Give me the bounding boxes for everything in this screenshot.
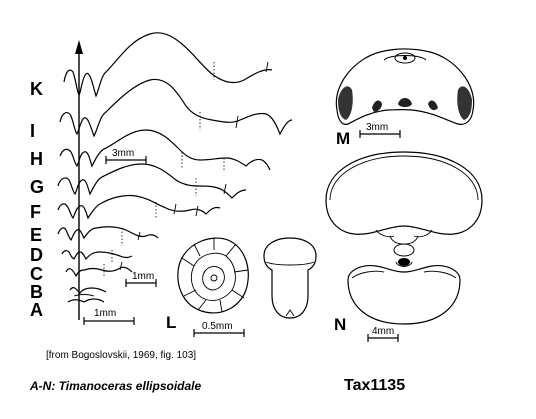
taxon-id: Tax1135 <box>344 377 405 394</box>
row-label-h: H <box>30 149 43 169</box>
row-label-k: K <box>30 79 43 99</box>
suture-line-b <box>69 287 107 294</box>
row-label-b: B <box>30 282 43 302</box>
panel-l-coiled-shell <box>177 237 249 314</box>
scale-bar-n: 4mm <box>367 326 399 342</box>
panel-label-n: N <box>334 315 346 334</box>
row-label-i: I <box>30 121 35 141</box>
panel-n-lower-whorl <box>347 258 461 325</box>
source-citation: [from Bogoslovskii, 1969, fig. 103] <box>46 350 196 361</box>
scale-label-a: 1mm <box>94 308 116 319</box>
scale-bar-h: 3mm <box>105 148 147 164</box>
panel-label-l: L <box>166 313 176 332</box>
row-label-f: F <box>30 202 41 222</box>
row-label-c: C <box>30 264 43 284</box>
suture-line-d <box>61 250 133 262</box>
suture-line-f <box>57 194 221 220</box>
row-labels: K I H G F E D C B A <box>30 79 44 320</box>
row-label-a: A <box>30 300 43 320</box>
scale-label-n: 4mm <box>372 326 394 337</box>
scale-bar-c: 1mm <box>125 271 157 287</box>
row-label-d: D <box>30 245 43 265</box>
row-label-e: E <box>30 225 42 245</box>
suture-line-e <box>57 226 159 246</box>
scale-label-c: 1mm <box>132 271 154 282</box>
suture-line-i <box>59 78 293 138</box>
suture-line-a <box>67 294 105 303</box>
scale-label-m: 3mm <box>366 122 388 133</box>
suture-line-k <box>63 32 273 98</box>
suture-line-c <box>65 261 133 278</box>
suture-line-g <box>57 163 247 199</box>
suture-line-h <box>59 129 271 172</box>
species-caption: A-N: Timanoceras ellipsoidale <box>29 379 201 393</box>
scale-bar-l: 0.5mm <box>193 321 245 337</box>
scale-bar-m: 3mm <box>359 122 401 138</box>
row-label-g: G <box>30 177 44 197</box>
scale-bar-a: 1mm <box>83 308 135 325</box>
panel-label-m: M <box>336 129 350 148</box>
scale-label-h: 3mm <box>112 148 134 159</box>
panel-m-cross-section <box>335 48 475 125</box>
panel-n-upper-whorl <box>325 151 483 257</box>
panel-l-apertural-view <box>263 237 317 319</box>
scale-label-l: 0.5mm <box>202 321 233 332</box>
